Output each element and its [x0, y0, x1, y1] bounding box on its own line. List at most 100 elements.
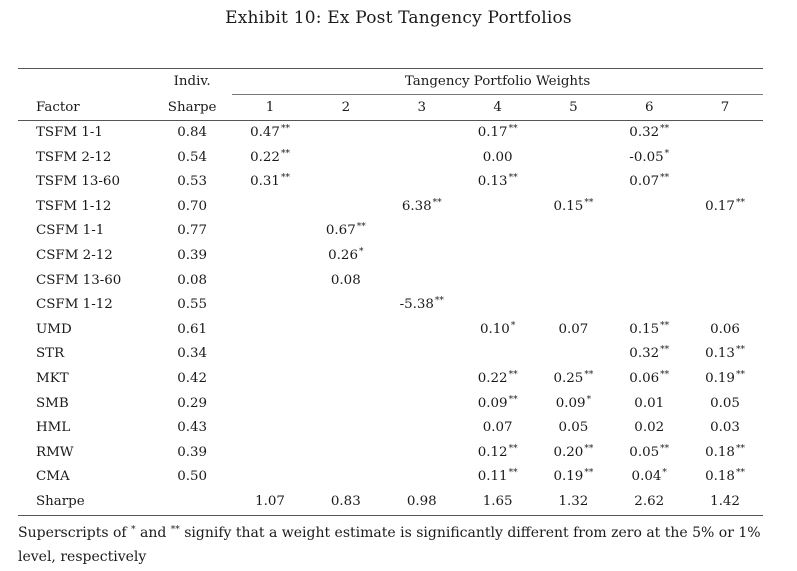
- weight-value: 0.08: [330, 272, 361, 288]
- header-factor: Factor: [18, 94, 153, 121]
- weight-value: 0.22: [477, 370, 508, 386]
- sharpe-value-3: 0.98: [406, 493, 437, 509]
- weight-cell-6: [611, 269, 687, 294]
- weight-cell-2: 0.26*: [308, 244, 384, 269]
- weight-cell-1: [232, 342, 308, 367]
- weight-cell-3: 6.38**: [384, 195, 460, 220]
- indiv-sharpe: 0.39: [177, 247, 208, 263]
- indiv-sharpe: 0.43: [177, 420, 208, 436]
- weight-cell-7: [687, 146, 763, 171]
- significance-marker: **: [356, 222, 366, 233]
- weight-cell-3: [384, 146, 460, 171]
- header-row-1: Indiv. Tangency Portfolio Weights: [18, 68, 763, 95]
- factor-name: STR: [36, 346, 65, 362]
- factor-name: HML: [36, 420, 71, 436]
- weight-cell-5: 0.20**: [536, 441, 612, 466]
- weight-cell-2: 0.08: [308, 269, 384, 294]
- weight-cell-5: [536, 219, 612, 244]
- weight-value: 0.09: [477, 395, 508, 411]
- weight-value: 0.26: [328, 247, 358, 263]
- weight-cell-2: [308, 146, 384, 171]
- weight-cell-5: [536, 121, 612, 146]
- weight-cell-7: 0.06: [687, 318, 763, 343]
- weight-value: 6.38: [401, 198, 432, 214]
- significance-marker: **: [508, 369, 518, 380]
- header-row-2: Factor Sharpe 1 2 3 4 5 6 7: [18, 94, 763, 121]
- weight-cell-3: [384, 121, 460, 146]
- weight-cell-2: [308, 342, 384, 367]
- indiv-sharpe: 0.08: [177, 272, 208, 288]
- factor-name: UMD: [36, 321, 72, 337]
- weight-cell-3: [384, 367, 460, 392]
- significance-marker: **: [735, 369, 745, 380]
- weight-cell-5: [536, 342, 612, 367]
- weight-cell-6: 0.15**: [611, 318, 687, 343]
- weight-cell-3: [384, 342, 460, 367]
- significance-marker: **: [508, 443, 518, 454]
- weight-cell-1: [232, 392, 308, 417]
- header-sharpe-line1: Indiv.: [173, 74, 211, 90]
- weight-cell-1: [232, 318, 308, 343]
- weight-cell-6: 0.02: [611, 416, 687, 441]
- weight-cell-2: [308, 195, 384, 220]
- factor-name: CSFM 1-1: [36, 223, 105, 239]
- factor-name: TSFM 2-12: [36, 149, 112, 165]
- factor-name: SMB: [36, 395, 69, 411]
- weight-value: 0.07: [629, 174, 660, 190]
- weight-cell-6: 0.05**: [611, 441, 687, 466]
- significance-marker: **: [584, 443, 594, 454]
- significance-marker: **: [735, 443, 745, 454]
- weight-cell-6: [611, 244, 687, 269]
- table-row: HML 0.43 0.07 0.05 0.02 0.03: [18, 416, 763, 441]
- header-portfolio-2: 2: [307, 94, 384, 121]
- weight-value: 0.05: [629, 444, 660, 460]
- table-body: TSFM 1-1 0.84 0.47** 0.17** 0.32** TSFM 2-12 0…: [18, 121, 763, 490]
- weight-cell-4: [460, 269, 536, 294]
- weight-value: 0.06: [710, 321, 740, 337]
- indiv-sharpe: 0.55: [177, 297, 208, 313]
- table-row: CSFM 2-12 0.39 0.26*: [18, 244, 763, 269]
- table-row: TSFM 1-12 0.70 6.38** 0.15** 0.17**: [18, 195, 763, 220]
- significance-marker: **: [508, 394, 518, 405]
- weight-value: 0.07: [558, 321, 589, 337]
- table-row: TSFM 1-1 0.84 0.47** 0.17** 0.32**: [18, 121, 763, 146]
- weight-cell-7: 0.13**: [687, 342, 763, 367]
- header-sharpe-line2: Sharpe: [152, 94, 233, 121]
- weight-cell-1: [232, 416, 308, 441]
- indiv-sharpe: 0.29: [177, 395, 208, 411]
- weight-value: 0.13: [477, 174, 508, 190]
- table-row: SMB 0.29 0.09** 0.09* 0.01 0.05: [18, 392, 763, 417]
- table-row: CSFM 1-1 0.77 0.67**: [18, 219, 763, 244]
- significance-marker: **: [660, 443, 670, 454]
- weight-value: 0.22: [250, 149, 280, 165]
- weight-cell-1: [232, 269, 308, 294]
- weight-value: 0.47: [250, 125, 280, 140]
- weight-value: 0.19: [705, 370, 735, 386]
- weight-cell-5: [536, 170, 612, 195]
- weight-value: 0.32: [629, 346, 660, 362]
- significance-marker: **: [508, 173, 518, 184]
- weight-cell-1: 0.47**: [232, 121, 308, 146]
- significance-marker: **: [508, 124, 518, 134]
- weight-value: 0.03: [710, 420, 740, 436]
- indiv-sharpe: 0.70: [177, 198, 208, 214]
- sharpe-value-5: 1.32: [558, 493, 589, 509]
- significance-marker: **: [660, 345, 670, 356]
- weight-value: 0.32: [629, 125, 660, 140]
- significance-marker: **: [280, 124, 290, 134]
- indiv-sharpe: 0.54: [177, 149, 208, 165]
- significance-marker: **: [735, 197, 745, 208]
- weight-cell-7: [687, 170, 763, 195]
- weight-cell-4: 0.10*: [460, 318, 536, 343]
- sharpe-value-2: 0.83: [330, 493, 361, 509]
- significance-marker: **: [280, 148, 290, 159]
- weight-cell-1: [232, 367, 308, 392]
- significance-marker: **: [280, 173, 290, 184]
- weight-cell-4: 0.13**: [460, 170, 536, 195]
- weight-value: 0.05: [710, 395, 740, 411]
- header-weights-group: Tangency Portfolio Weights: [232, 68, 763, 95]
- significance-marker: **: [660, 369, 670, 380]
- weight-cell-3: [384, 269, 460, 294]
- weight-cell-2: [308, 318, 384, 343]
- weight-value: 0.10: [479, 321, 510, 337]
